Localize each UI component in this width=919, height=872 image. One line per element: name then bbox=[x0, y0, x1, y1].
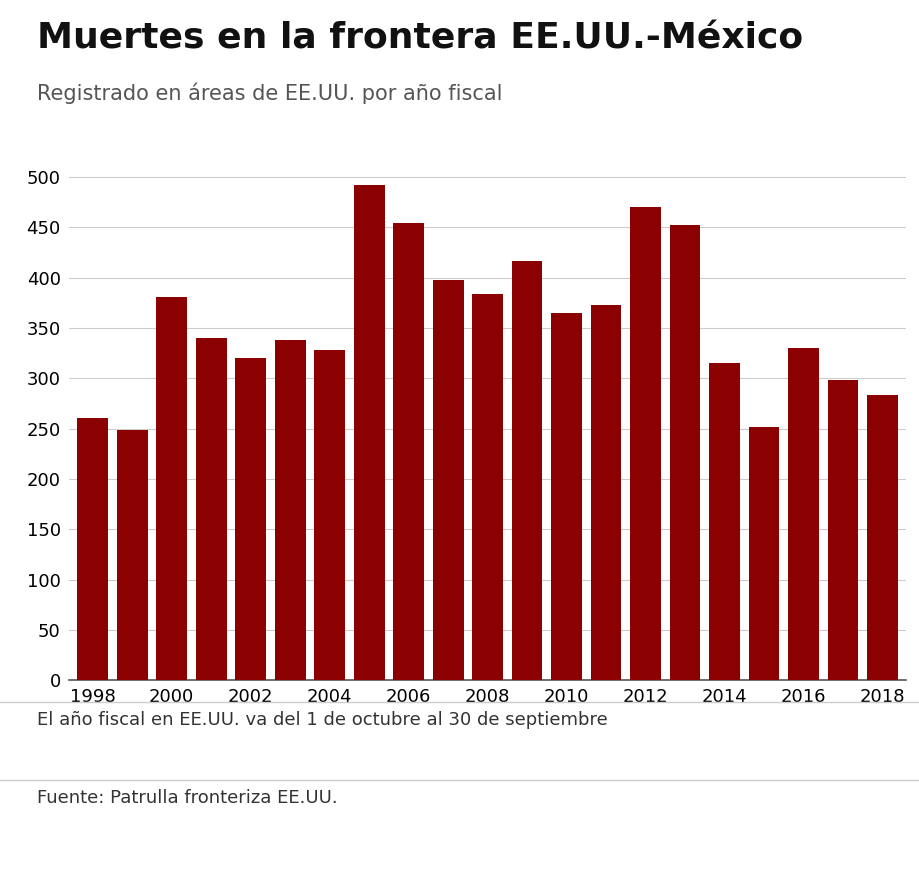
Bar bbox=[867, 395, 897, 680]
Bar bbox=[748, 426, 778, 680]
Bar bbox=[77, 418, 108, 680]
Bar bbox=[511, 261, 542, 680]
Bar bbox=[275, 340, 305, 680]
Bar bbox=[550, 313, 582, 680]
Text: BBC: BBC bbox=[811, 821, 861, 841]
Bar bbox=[117, 430, 147, 680]
Bar bbox=[392, 223, 424, 680]
Bar bbox=[196, 338, 226, 680]
Text: Fuente: Patrulla fronteriza EE.UU.: Fuente: Patrulla fronteriza EE.UU. bbox=[37, 789, 337, 807]
Bar bbox=[471, 294, 503, 680]
Bar bbox=[314, 351, 345, 680]
Bar bbox=[709, 364, 739, 680]
Bar bbox=[353, 185, 384, 680]
Bar bbox=[235, 358, 266, 680]
Bar bbox=[156, 296, 187, 680]
Bar bbox=[788, 348, 818, 680]
Bar bbox=[827, 380, 857, 680]
Text: Muertes en la frontera EE.UU.-México: Muertes en la frontera EE.UU.-México bbox=[37, 22, 802, 56]
Bar bbox=[432, 280, 463, 680]
Bar bbox=[590, 305, 621, 680]
Bar bbox=[630, 208, 660, 680]
Text: El año fiscal en EE.UU. va del 1 de octubre al 30 de septiembre: El año fiscal en EE.UU. va del 1 de octu… bbox=[37, 711, 607, 729]
Text: Registrado en áreas de EE.UU. por año fiscal: Registrado en áreas de EE.UU. por año fi… bbox=[37, 83, 502, 105]
Bar bbox=[669, 225, 699, 680]
